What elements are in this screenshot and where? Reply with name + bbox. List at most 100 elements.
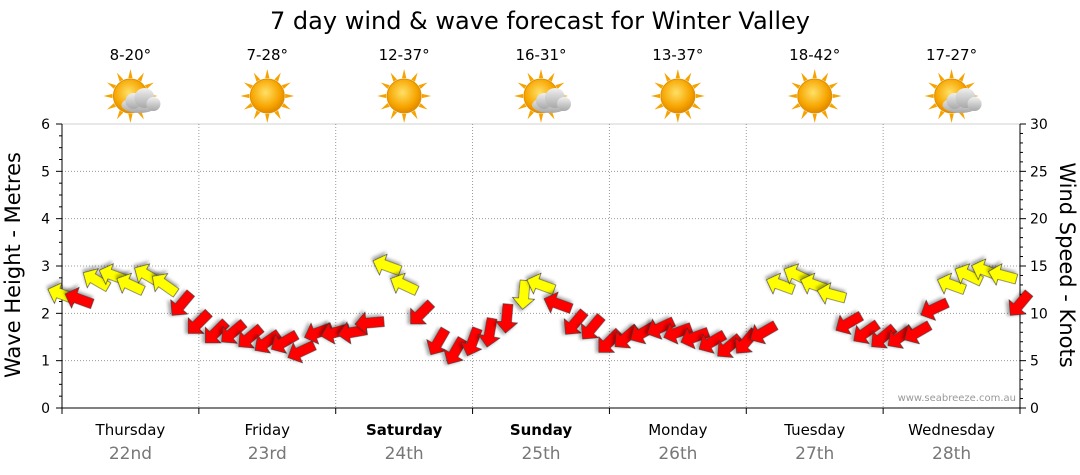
sun-ray bbox=[949, 113, 954, 123]
day-date-label: 24th bbox=[385, 444, 424, 464]
right-axis-tick-label: 0 bbox=[1030, 401, 1039, 417]
left-axis-tick-label: 1 bbox=[41, 354, 50, 370]
sun-ray bbox=[274, 72, 281, 82]
sun-ray bbox=[938, 110, 945, 120]
sun-ray bbox=[281, 82, 291, 89]
wind-arrow bbox=[698, 329, 728, 354]
sun-ray bbox=[832, 93, 842, 99]
y-axis-left-label: Wave Height - Metres bbox=[1, 152, 25, 378]
day-date-label: 27th bbox=[795, 444, 834, 464]
sun-ray bbox=[527, 72, 534, 82]
day-name-label: Saturday bbox=[366, 421, 443, 439]
partly-cloudy-icon bbox=[103, 69, 161, 123]
sun-ray bbox=[107, 103, 117, 110]
sun-ray bbox=[829, 103, 839, 110]
wind-arrow bbox=[903, 320, 933, 345]
sun-ray bbox=[285, 93, 295, 99]
sun-ray bbox=[675, 69, 681, 79]
sun-ray bbox=[390, 110, 398, 120]
wind-arrow bbox=[205, 318, 230, 344]
sun-ray bbox=[240, 93, 250, 99]
wind-arrow bbox=[426, 326, 451, 356]
left-axis-tick-label: 4 bbox=[41, 212, 50, 228]
wind-arrow bbox=[390, 272, 420, 296]
wind-arrow bbox=[82, 268, 112, 292]
sun-ray bbox=[801, 110, 808, 120]
sun-ray bbox=[654, 82, 664, 89]
sun-icon bbox=[240, 69, 295, 123]
chart-title: 7 day wind & wave forecast for Winter Va… bbox=[270, 7, 810, 35]
day-date-label: 25th bbox=[521, 444, 560, 464]
day-labels: Thursday 22nd Friday 23rd Saturday 24th Sunday… bbox=[95, 421, 996, 464]
sun-ray bbox=[265, 69, 270, 79]
sun-ray bbox=[821, 110, 829, 120]
cloud-icon bbox=[532, 88, 571, 113]
right-axis-tick-label: 5 bbox=[1030, 354, 1039, 370]
sun-ray bbox=[103, 93, 113, 99]
temperature-label: 13-37° bbox=[652, 46, 703, 64]
day-name-label: Thursday bbox=[95, 421, 166, 439]
wind-arrow bbox=[920, 297, 950, 321]
left-axis-tick-label: 3 bbox=[41, 259, 50, 275]
sun-ray bbox=[928, 82, 938, 89]
sun-ray bbox=[684, 72, 692, 82]
sun-ray bbox=[527, 110, 534, 120]
x-axis bbox=[61, 407, 1021, 414]
wind-arrow bbox=[170, 289, 196, 316]
plot-border bbox=[61, 123, 1021, 409]
right-axis-tick-label: 30 bbox=[1030, 117, 1048, 133]
wind-arrow bbox=[116, 272, 146, 296]
cloud-icon bbox=[121, 88, 161, 113]
sun-ray bbox=[692, 103, 702, 110]
sun-ray bbox=[791, 103, 801, 110]
right-y-axis: 0 5 10 15 20 25 30 bbox=[1019, 117, 1048, 417]
grid-lines bbox=[62, 124, 1020, 408]
sun-ray bbox=[692, 82, 702, 89]
cloud-puff bbox=[967, 97, 982, 111]
sun-ray bbox=[924, 93, 934, 99]
sun-ray bbox=[377, 93, 387, 99]
sun-ray bbox=[274, 110, 281, 120]
wind-arrow bbox=[835, 311, 864, 335]
sun-disc bbox=[797, 78, 833, 114]
sun-ray bbox=[107, 82, 117, 89]
wind-arrow bbox=[937, 272, 967, 295]
wind-arrow bbox=[187, 308, 213, 334]
cloud-icon bbox=[942, 88, 982, 113]
day-name-label: Tuesday bbox=[783, 421, 845, 439]
sun-ray bbox=[411, 72, 418, 82]
left-axis-tick-label: 0 bbox=[41, 401, 50, 417]
right-axis-tick-label: 15 bbox=[1030, 259, 1048, 275]
wind-arrow bbox=[580, 313, 606, 340]
wind-arrow bbox=[494, 303, 519, 334]
day-date-label: 28th bbox=[932, 444, 971, 464]
sun-ray bbox=[684, 110, 692, 120]
sun-ray bbox=[411, 110, 418, 120]
sun-ray bbox=[555, 82, 565, 89]
sun-ray bbox=[801, 72, 808, 82]
sun-ray bbox=[401, 113, 407, 123]
temperature-label: 18-42° bbox=[789, 46, 840, 64]
sun-ray bbox=[514, 93, 524, 99]
sun-ray bbox=[938, 72, 945, 82]
sun-ray bbox=[128, 69, 133, 79]
temperature-label: 16-31° bbox=[515, 46, 566, 64]
wind-arrow bbox=[221, 319, 248, 344]
wind-arrow bbox=[443, 336, 468, 365]
temperature-label: 8-20° bbox=[110, 46, 152, 64]
wind-arrow bbox=[354, 311, 385, 335]
wind-arrow bbox=[526, 272, 557, 295]
sun-ray bbox=[787, 93, 797, 99]
sun-ray bbox=[418, 103, 428, 110]
sun-icon bbox=[377, 69, 432, 123]
day-date-label: 23rd bbox=[248, 444, 287, 464]
y-axis-right-label: Wind Speed - Knots bbox=[1055, 162, 1079, 367]
cloud-puff bbox=[557, 97, 571, 111]
sun-ray bbox=[812, 113, 817, 123]
sun-ray bbox=[243, 82, 253, 89]
sun-disc bbox=[660, 78, 696, 114]
temperature-label: 17-27° bbox=[926, 46, 977, 64]
sun-ray bbox=[829, 82, 839, 89]
wind-arrow bbox=[750, 320, 779, 345]
